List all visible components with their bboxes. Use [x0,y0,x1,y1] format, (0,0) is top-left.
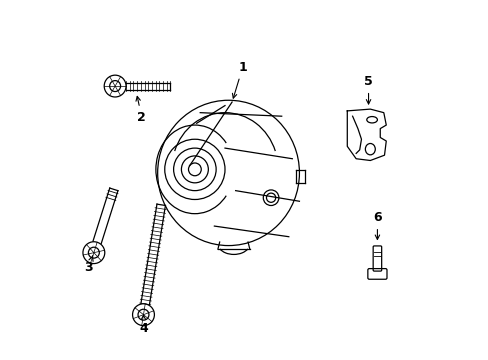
Text: 5: 5 [364,75,372,104]
Text: 6: 6 [372,211,381,239]
Text: 1: 1 [232,61,246,98]
Text: 3: 3 [84,256,93,274]
Text: 2: 2 [136,96,146,124]
Text: 4: 4 [139,315,147,335]
